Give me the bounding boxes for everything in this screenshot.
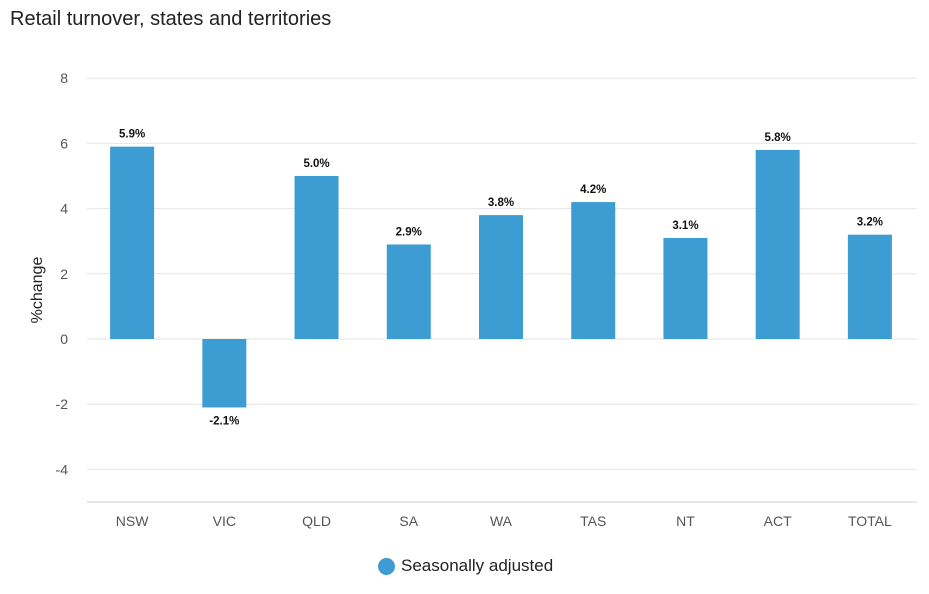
x-tick-label: QLD xyxy=(302,513,331,529)
x-tick-label: TOTAL xyxy=(848,513,892,529)
x-tick-label: SA xyxy=(399,513,418,529)
data-label: 3.8% xyxy=(488,197,514,209)
legend-marker-icon xyxy=(378,557,395,575)
data-label: 3.2% xyxy=(857,217,883,229)
bar-sa[interactable] xyxy=(386,244,431,339)
data-label: 5.0% xyxy=(303,158,329,170)
chart-title: Retail turnover, states and territories xyxy=(10,8,332,30)
data-label: 5.9% xyxy=(119,129,145,141)
legend[interactable]: Seasonally adjusted xyxy=(378,556,553,576)
y-tick-label: 8 xyxy=(60,70,68,86)
bar-nt[interactable] xyxy=(663,237,708,339)
data-label: 4.2% xyxy=(580,184,606,196)
data-label: 3.1% xyxy=(672,220,698,232)
bar-act[interactable] xyxy=(755,149,800,339)
y-tick-label: 4 xyxy=(60,201,68,217)
y-tick-label: 2 xyxy=(60,266,68,282)
data-label: 5.8% xyxy=(765,132,791,144)
data-label: -2.1% xyxy=(209,415,239,427)
bar-qld[interactable] xyxy=(294,176,339,339)
bar-total[interactable] xyxy=(847,234,892,339)
x-tick-label: NT xyxy=(676,513,695,529)
bar-nsw[interactable] xyxy=(110,146,155,339)
legend-label: Seasonally adjusted xyxy=(401,556,554,575)
x-tick-label: ACT xyxy=(764,513,792,529)
bar-tas[interactable] xyxy=(571,202,616,339)
x-tick-label: TAS xyxy=(580,513,606,529)
y-tick-label: 6 xyxy=(60,135,68,151)
y-tick-label: -2 xyxy=(56,396,69,412)
data-label: 2.9% xyxy=(396,226,422,238)
x-tick-label: NSW xyxy=(116,513,149,529)
y-axis-label: %change xyxy=(29,257,46,324)
x-tick-label: WA xyxy=(490,513,513,529)
bar-vic[interactable] xyxy=(202,339,247,408)
y-tick-label: 0 xyxy=(60,331,68,347)
bar-wa[interactable] xyxy=(479,215,523,339)
y-tick-label: -4 xyxy=(56,461,69,477)
x-tick-label: VIC xyxy=(213,513,236,529)
